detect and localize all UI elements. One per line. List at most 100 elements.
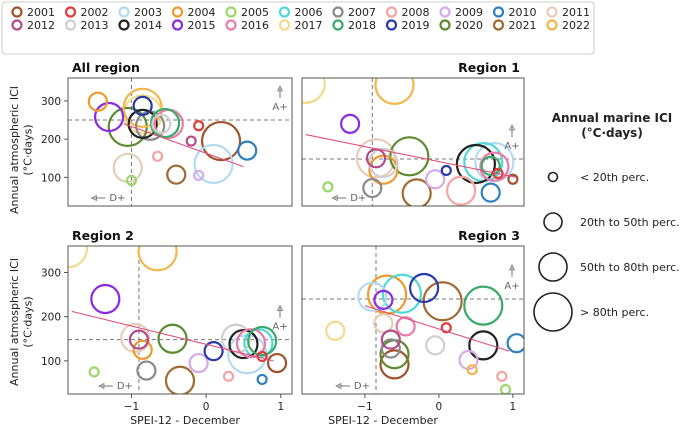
- d-plus-label: D+: [350, 193, 366, 204]
- a-plus-label: A+: [272, 102, 287, 113]
- data-point-2005: [322, 181, 334, 193]
- legend-label-2014: 2014: [134, 19, 162, 32]
- data-point-2001: [266, 352, 288, 374]
- size-legend-marker-3: [538, 252, 568, 282]
- a-plus-label: A+: [504, 141, 519, 152]
- data-point-2011: [373, 313, 394, 334]
- panel-frame: [67, 77, 293, 207]
- a-plus-arrowhead: [508, 124, 516, 131]
- legend-label-2008: 2008: [402, 6, 430, 19]
- legend-label-2009: 2009: [455, 6, 483, 19]
- panel-plot-area: [68, 246, 292, 394]
- data-point-2006: [381, 273, 422, 314]
- data-point-2005: [125, 174, 138, 186]
- data-point-2002: [440, 322, 452, 334]
- a-plus-arrowhead: [276, 304, 284, 312]
- data-point-2015: [90, 283, 121, 315]
- data-point-2008: [152, 150, 164, 162]
- d-plus-label: D+: [354, 381, 370, 392]
- y-tick-label: 100: [41, 356, 61, 368]
- data-point-2001: [379, 349, 410, 380]
- data-point-2020: [157, 323, 188, 354]
- data-point-2013: [220, 323, 252, 354]
- legend-label-2002: 2002: [81, 6, 109, 19]
- x-tick-label: 0: [436, 401, 443, 413]
- legend-label-2013: 2013: [81, 19, 109, 32]
- data-point-2004: [87, 91, 108, 112]
- y-tick-label: 200: [41, 312, 61, 324]
- d-plus-label: D+: [117, 381, 133, 392]
- legend-marker-2020: [439, 19, 451, 31]
- panel-frame: [301, 77, 525, 207]
- legend-label-2016: 2016: [241, 19, 269, 32]
- a-plus-arrowhead: [508, 264, 516, 271]
- legend-label-2017: 2017: [295, 19, 323, 32]
- data-point-2014: [468, 330, 499, 361]
- legend-label-2011: 2011: [562, 6, 590, 19]
- panel-title: Region 2: [72, 228, 134, 243]
- data-point-2013: [151, 113, 172, 134]
- panel-frame: [67, 245, 293, 395]
- legend-marker-2013: [64, 19, 77, 31]
- legend-marker-2017: [278, 19, 291, 31]
- data-point-2012: [380, 329, 401, 350]
- y-axis-label-line: (°C·days): [21, 124, 34, 175]
- legend-marker-2008: [385, 6, 398, 18]
- data-point-2019: [440, 164, 452, 177]
- data-point-2015: [373, 289, 394, 310]
- data-point-2017: [325, 320, 346, 341]
- legend-label-2012: 2012: [27, 19, 55, 32]
- trend-line: [123, 123, 244, 168]
- legend-label-2019: 2019: [402, 19, 430, 32]
- y-tick-label: 300: [41, 268, 61, 280]
- x-tick-label: 1: [510, 401, 517, 413]
- legend-marker-2012: [11, 19, 23, 31]
- data-point-2003: [193, 143, 234, 185]
- data-point-2021: [401, 178, 432, 206]
- panel-title: Region 1: [458, 60, 520, 75]
- data-point-2016: [395, 316, 416, 337]
- panel-title: Region 3: [458, 228, 520, 243]
- year-legend-frame: [1, 1, 595, 55]
- data-point-2008: [446, 175, 477, 206]
- data-point-2022: [466, 364, 478, 376]
- data-point-2019: [203, 341, 224, 362]
- x-tick-label: 0: [203, 401, 210, 413]
- a-plus-arrowhead: [276, 85, 284, 92]
- size-legend-title: Annual marine ICI (°C·days): [552, 111, 673, 140]
- d-plus-label: D+: [109, 193, 125, 204]
- legend-marker-2011: [546, 6, 558, 18]
- legend-label-2007: 2007: [348, 6, 376, 19]
- data-point-2007: [362, 177, 383, 199]
- d-plus-arrowhead: [335, 382, 342, 390]
- data-point-2007: [380, 338, 401, 359]
- data-point-2022: [374, 78, 415, 105]
- y-axis-label-top: Annual atmospheric ICI(°C·days): [8, 86, 34, 214]
- x-tick-label: 1: [277, 401, 284, 413]
- data-point-2010: [256, 373, 268, 386]
- data-point-2010: [237, 140, 258, 161]
- a-plus-label: A+: [272, 322, 287, 333]
- legend-label-2021: 2021: [509, 19, 537, 32]
- legend-marker-2021: [492, 19, 505, 31]
- legend-marker-2007: [332, 6, 344, 18]
- data-point-2019: [409, 272, 440, 304]
- size-legend-label-1: < 20th perc.: [580, 171, 649, 184]
- size-legend-title-line: (°C·days): [581, 126, 643, 140]
- legend-label-2006: 2006: [295, 6, 323, 19]
- data-point-2012: [185, 135, 197, 147]
- legend-marker-2018: [332, 19, 344, 31]
- size-legend-marker-4: [533, 292, 573, 332]
- data-point-2017: [302, 78, 326, 104]
- legend-marker-2014: [118, 19, 130, 31]
- panel-plot-area: [302, 78, 524, 206]
- x-tick-label: −1: [357, 401, 372, 413]
- panel-plot-area: [302, 246, 524, 394]
- data-point-2012: [128, 329, 150, 350]
- size-legend-label-4: > 80th perc.: [580, 306, 649, 319]
- data-point-2002: [193, 120, 205, 132]
- data-point-2022: [122, 87, 163, 128]
- panel-2: A+ D+ Region 1: [301, 60, 525, 207]
